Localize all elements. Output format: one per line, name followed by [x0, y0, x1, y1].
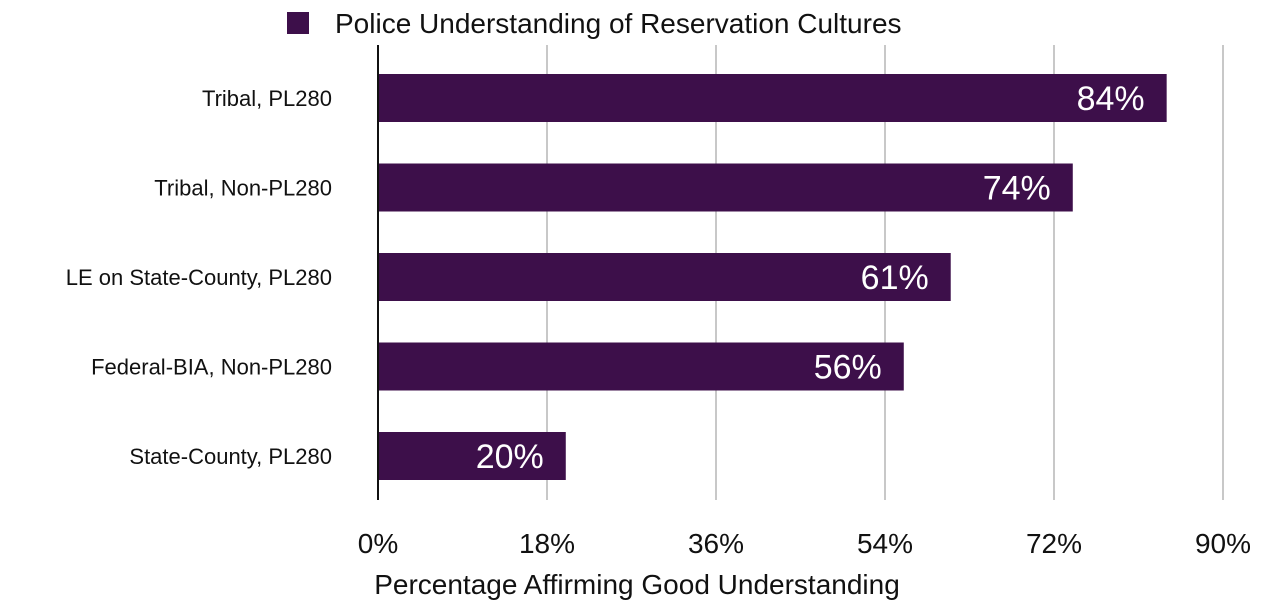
x-tick-label: 0% [358, 528, 398, 559]
bar [378, 253, 951, 301]
legend: Police Understanding of Reservation Cult… [287, 8, 902, 39]
category-label: LE on State-County, PL280 [66, 265, 332, 290]
category-label: Federal-BIA, Non-PL280 [91, 355, 332, 380]
bars: 84% 74% 61% 56% 20% [378, 74, 1167, 480]
x-tick-label: 36% [688, 528, 744, 559]
legend-swatch [287, 12, 309, 34]
bar [378, 432, 566, 480]
bar [378, 342, 904, 391]
x-axis-title: Percentage Affirming Good Understanding [374, 569, 900, 600]
bar [378, 74, 1167, 122]
data-label: 74% [983, 170, 1051, 208]
category-label: State-County, PL280 [129, 444, 332, 469]
x-tick-label: 18% [519, 528, 575, 559]
data-label: 84% [1077, 80, 1145, 118]
data-label: 20% [476, 438, 544, 476]
x-tick-label: 90% [1195, 528, 1251, 559]
x-tick-labels: 0% 18% 36% 54% 72% 90% [358, 528, 1251, 559]
data-label: 61% [861, 259, 929, 297]
legend-label: Police Understanding of Reservation Cult… [335, 8, 902, 39]
data-label: 56% [814, 349, 882, 387]
category-label: Tribal, Non-PL280 [154, 176, 332, 201]
bar [378, 163, 1073, 212]
category-label: Tribal, PL280 [202, 86, 332, 111]
x-tick-label: 72% [1026, 528, 1082, 559]
x-tick-label: 54% [857, 528, 913, 559]
category-labels: Tribal, PL280 Tribal, Non-PL280 LE on Stat… [66, 86, 332, 469]
